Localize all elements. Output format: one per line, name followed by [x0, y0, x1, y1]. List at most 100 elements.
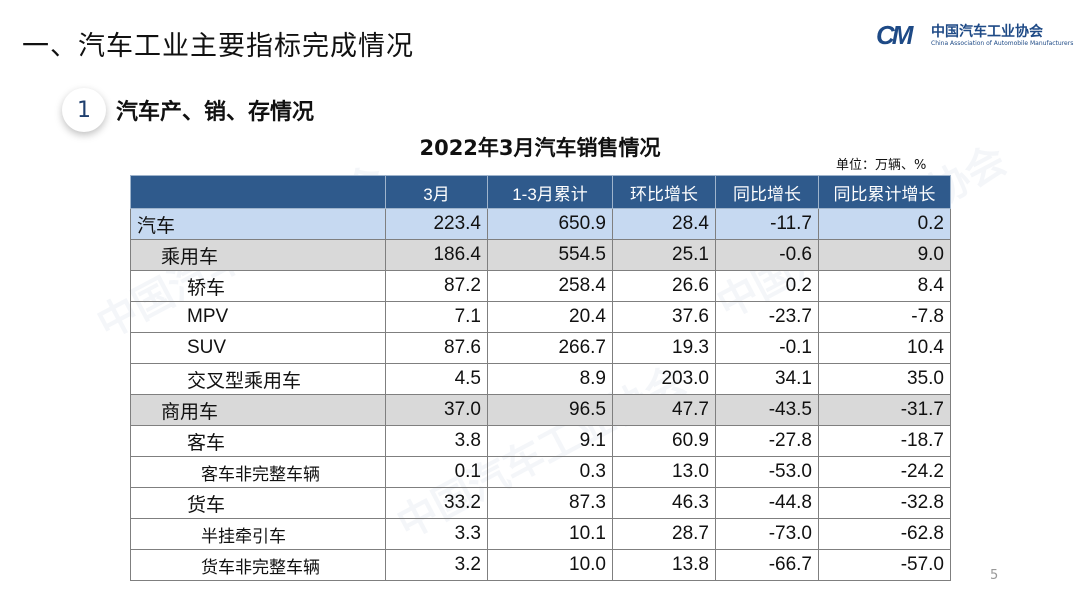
column-header: 环比增长	[612, 175, 716, 209]
cell-value: 7.1	[385, 301, 488, 333]
cell-value: 554.5	[487, 239, 613, 271]
cell-value: 258.4	[487, 270, 613, 302]
cell-value: 186.4	[385, 239, 488, 271]
row-label: MPV	[130, 301, 386, 333]
column-header: 1-3月累计	[487, 175, 613, 209]
cell-value: 46.3	[612, 487, 716, 519]
cell-value: 13.8	[612, 549, 716, 581]
row-label: 汽车	[130, 208, 386, 240]
cell-value: 19.3	[612, 332, 716, 364]
slide-title: 一、汽车工业主要指标完成情况	[22, 31, 414, 62]
row-label: 轿车	[130, 270, 386, 302]
table-row: 汽车 223.4 650.9 28.4 -11.7 0.2	[130, 208, 951, 240]
cell-value: -73.0	[715, 518, 819, 550]
cell-value: 0.2	[715, 270, 819, 302]
cell-value: 26.6	[612, 270, 716, 302]
cell-value: -11.7	[715, 208, 819, 240]
cell-value: 650.9	[487, 208, 613, 240]
section-number: 1	[62, 88, 106, 132]
cell-value: 8.9	[487, 363, 613, 395]
column-header: 同比累计增长	[818, 175, 951, 209]
cell-value: -44.8	[715, 487, 819, 519]
cell-value: -57.0	[818, 549, 951, 581]
cell-value: 223.4	[385, 208, 488, 240]
cell-value: 4.5	[385, 363, 488, 395]
row-label: 客车	[130, 425, 386, 457]
table-row: 客车 3.8 9.1 60.9 -27.8 -18.7	[130, 425, 951, 457]
cell-value: 87.3	[487, 487, 613, 519]
cell-value: 37.0	[385, 394, 488, 426]
cell-value: 13.0	[612, 456, 716, 488]
cell-value: -0.1	[715, 332, 819, 364]
cell-value: 47.7	[612, 394, 716, 426]
cell-value: 35.0	[818, 363, 951, 395]
cell-value: -7.8	[818, 301, 951, 333]
cell-value: 25.1	[612, 239, 716, 271]
cell-value: -31.7	[818, 394, 951, 426]
table-row: 轿车 87.2 258.4 26.6 0.2 8.4	[130, 270, 951, 302]
cell-value: 9.0	[818, 239, 951, 271]
page-number: 5	[990, 568, 999, 583]
cell-value: -62.8	[818, 518, 951, 550]
table-row: 乘用车 186.4 554.5 25.1 -0.6 9.0	[130, 239, 951, 271]
column-header	[130, 175, 386, 209]
row-label: 半挂牵引车	[130, 518, 386, 550]
cell-value: 0.1	[385, 456, 488, 488]
cell-value: -53.0	[715, 456, 819, 488]
logo-en: China Association of Automobile Manufact…	[931, 40, 1074, 47]
table-row: 货车非完整车辆 3.2 10.0 13.8 -66.7 -57.0	[130, 549, 951, 581]
section-label: 汽车产、销、存情况	[116, 100, 315, 125]
cell-value: 3.3	[385, 518, 488, 550]
cell-value: 9.1	[487, 425, 613, 457]
cell-value: -66.7	[715, 549, 819, 581]
cell-value: -23.7	[715, 301, 819, 333]
row-label: SUV	[130, 332, 386, 364]
row-label: 客车非完整车辆	[130, 456, 386, 488]
cell-value: 10.1	[487, 518, 613, 550]
cell-value: -18.7	[818, 425, 951, 457]
cell-value: 28.4	[612, 208, 716, 240]
table-row: 半挂牵引车 3.3 10.1 28.7 -73.0 -62.8	[130, 518, 951, 550]
cell-value: 0.3	[487, 456, 613, 488]
cell-value: 87.6	[385, 332, 488, 364]
cell-value: -24.2	[818, 456, 951, 488]
table-row: SUV 87.6 266.7 19.3 -0.1 10.4	[130, 332, 951, 364]
table-row: 商用车 37.0 96.5 47.7 -43.5 -31.7	[130, 394, 951, 426]
cell-value: -27.8	[715, 425, 819, 457]
cell-value: 34.1	[715, 363, 819, 395]
cell-value: 3.8	[385, 425, 488, 457]
cell-value: -0.6	[715, 239, 819, 271]
logo-mark: CM	[876, 20, 913, 50]
row-label: 商用车	[130, 394, 386, 426]
cell-value: -32.8	[818, 487, 951, 519]
row-label: 货车非完整车辆	[130, 549, 386, 581]
cell-value: 87.2	[385, 270, 488, 302]
table-row: 货车 33.2 87.3 46.3 -44.8 -32.8	[130, 487, 951, 519]
row-label: 交叉型乘用车	[130, 363, 386, 395]
column-header: 同比增长	[715, 175, 819, 209]
logo-cn: 中国汽车工业协会	[931, 24, 1043, 40]
cell-value: -43.5	[715, 394, 819, 426]
cell-value: 10.0	[487, 549, 613, 581]
cell-value: 28.7	[612, 518, 716, 550]
table-row: 交叉型乘用车 4.5 8.9 203.0 34.1 35.0	[130, 363, 951, 395]
cell-value: 60.9	[612, 425, 716, 457]
column-header: 3月	[385, 175, 488, 209]
cell-value: 0.2	[818, 208, 951, 240]
cell-value: 3.2	[385, 549, 488, 581]
logo: CM 中国汽车工业协会 China Association of Automob…	[876, 18, 1076, 54]
row-label: 乘用车	[130, 239, 386, 271]
cell-value: 203.0	[612, 363, 716, 395]
row-label: 货车	[130, 487, 386, 519]
cell-value: 37.6	[612, 301, 716, 333]
cell-value: 266.7	[487, 332, 613, 364]
cell-value: 33.2	[385, 487, 488, 519]
cell-value: 96.5	[487, 394, 613, 426]
sales-table: 3月 1-3月累计 环比增长 同比增长 同比累计增长 汽车 223.4 650.9 28.4-…	[130, 175, 951, 581]
table-row: 客车非完整车辆 0.1 0.3 13.0 -53.0 -24.2	[130, 456, 951, 488]
section-heading: 1 汽车产、销、存情况	[62, 88, 314, 132]
cell-value: 10.4	[818, 332, 951, 364]
table-row: MPV 7.1 20.4 37.6 -23.7 -7.8	[130, 301, 951, 333]
cell-value: 20.4	[487, 301, 613, 333]
cell-value: 8.4	[818, 270, 951, 302]
